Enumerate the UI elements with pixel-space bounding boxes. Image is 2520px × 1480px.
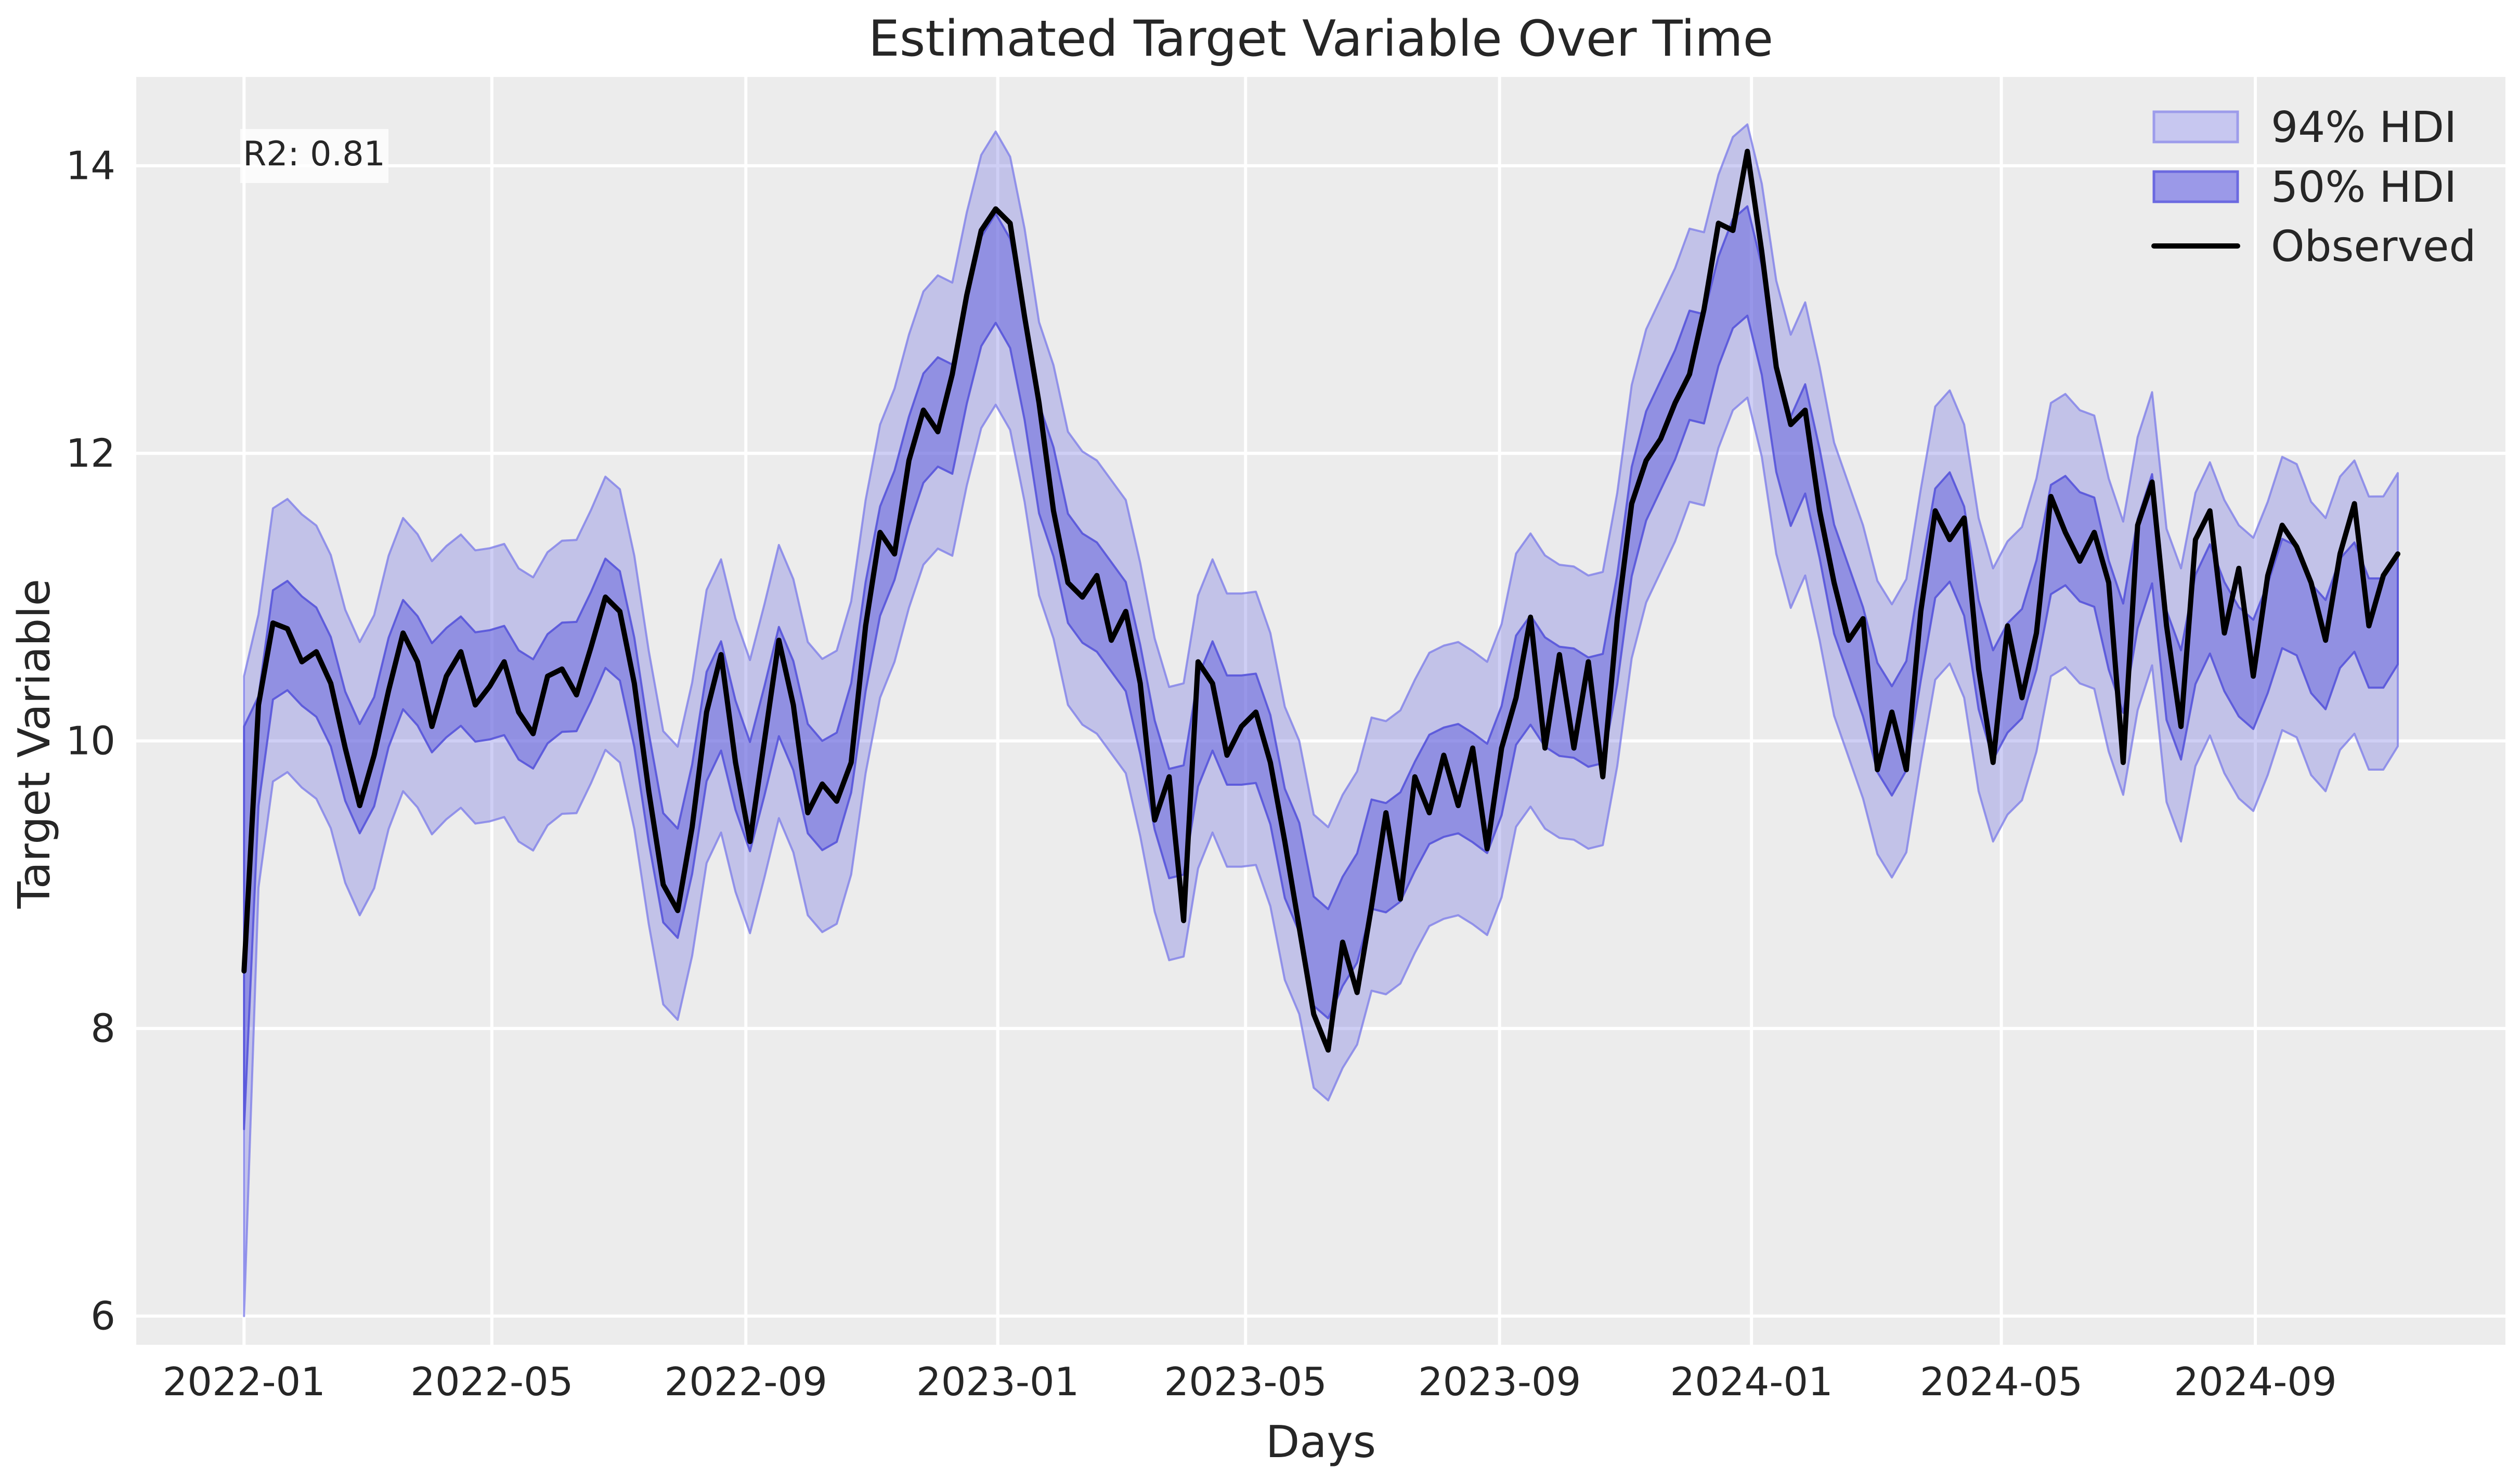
- x-tick-label: 2022-01: [163, 1359, 326, 1405]
- legend-item-hdi50: 50% HDI: [2152, 163, 2457, 212]
- hdi94-band: [243, 123, 2399, 1317]
- legend-item-observed: Observed: [2151, 222, 2476, 271]
- x-tick-label: 2022-09: [665, 1359, 827, 1405]
- observed-series-line: [241, 149, 2400, 1053]
- y-tick-label: 8: [90, 1006, 115, 1051]
- y-tick-label: 14: [66, 143, 115, 189]
- legend-label-hdi50: 50% HDI: [2271, 163, 2457, 212]
- hdi50-swatch-icon: [2152, 170, 2239, 203]
- y-tick-label: 12: [66, 431, 115, 476]
- r2-annotation-text: R2: 0.81: [243, 135, 385, 174]
- r2-annotation: R2: 0.81: [240, 129, 388, 183]
- legend: 94% HDI 50% HDI Observed: [2151, 103, 2476, 271]
- y-tick-label: 6: [90, 1293, 115, 1339]
- x-tick-label: 2023-09: [1418, 1359, 1581, 1405]
- chart-title: Estimated Target Variable Over Time: [868, 10, 1773, 68]
- plot-area: 2022-01 2022-05 2022-09 2023-01 2023-05 2023-…: [66, 77, 2505, 1405]
- x-tick-label: 2023-01: [916, 1359, 1079, 1405]
- x-axis-label: Days: [1266, 1417, 1376, 1468]
- x-tick-label: 2022-05: [410, 1359, 573, 1405]
- hdi94-swatch-icon: [2152, 110, 2239, 144]
- legend-item-hdi94: 94% HDI: [2152, 103, 2457, 152]
- y-tick-label: 10: [66, 718, 115, 764]
- x-tick-label: 2024-01: [1670, 1359, 1833, 1405]
- legend-label-hdi94: 94% HDI: [2271, 103, 2457, 152]
- x-tick-label: 2024-09: [2174, 1359, 2336, 1405]
- x-tick-label: 2024-05: [1920, 1359, 2083, 1405]
- r2-annotation-box: [240, 129, 388, 183]
- x-tick-label: 2023-05: [1164, 1359, 1327, 1405]
- legend-label-observed: Observed: [2271, 222, 2476, 271]
- y-axis-label: Target Variable: [9, 579, 60, 909]
